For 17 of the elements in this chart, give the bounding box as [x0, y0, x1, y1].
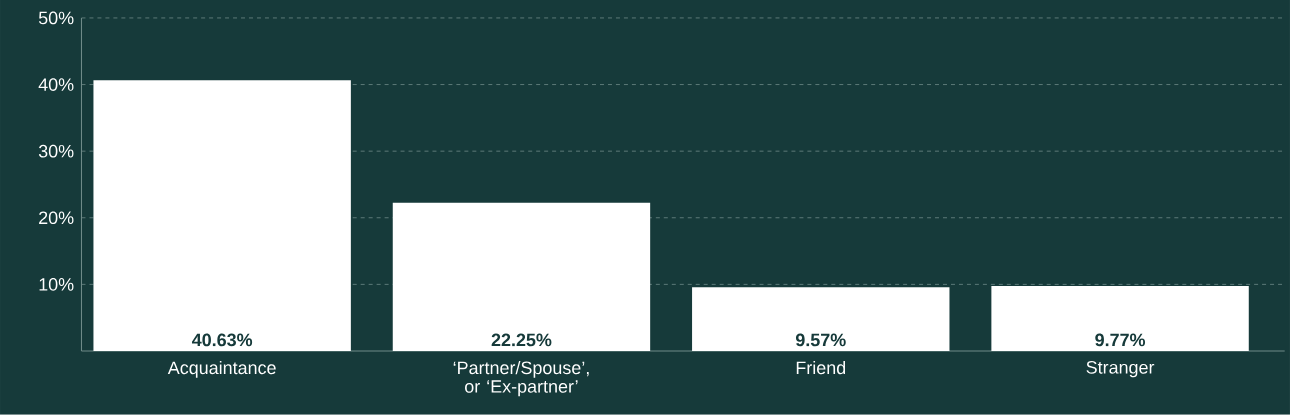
bar	[991, 286, 1249, 352]
y-tick-label: 40%	[38, 78, 74, 91]
data-label: 9.77%	[1095, 333, 1146, 347]
y-tick-label: 10%	[39, 278, 74, 291]
data-label: 40.63%	[191, 333, 253, 347]
x-tick-label: Friend	[796, 361, 846, 375]
bar	[392, 202, 651, 352]
bar	[93, 80, 351, 352]
y-tick-label: 20%	[39, 211, 74, 225]
x-tick-label: Acquaintance	[167, 361, 276, 378]
data-label: 9.57%	[795, 333, 846, 347]
y-tick-label: 50%	[38, 11, 74, 25]
data-label: 22.25%	[491, 333, 552, 347]
x-tick-label: ‘Partner/Spouse’, or ‘Ex-partner’	[453, 361, 589, 397]
y-tick-label: 30%	[38, 144, 74, 158]
bar	[692, 287, 950, 352]
x-tick-label: Stranger	[1086, 361, 1155, 378]
